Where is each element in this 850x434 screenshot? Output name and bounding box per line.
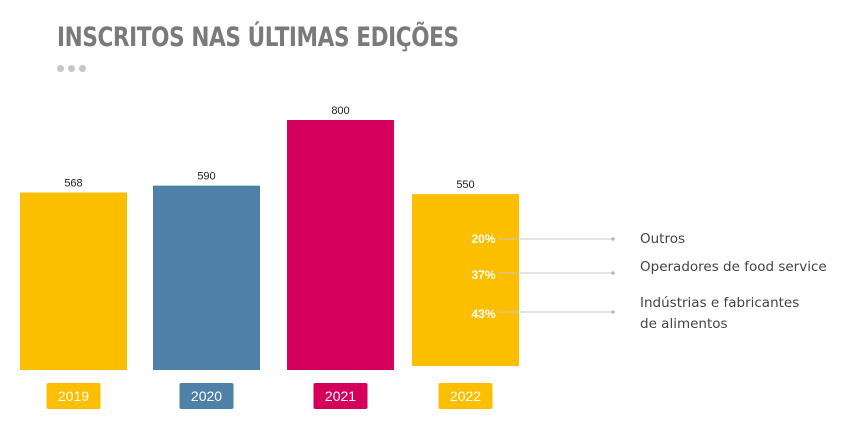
year-badge-2022 [438,383,493,409]
chart-title: INSCRITOS NAS ÚLTIMAS EDIÇÕES [57,22,459,53]
category-label-2021: 2021 [325,388,356,404]
percent-label: 37% [471,268,495,282]
decorative-dots [57,65,86,72]
value-label-2019: 568 [64,178,82,190]
year-badge-2020 [179,383,234,409]
category-label-2020: 2020 [191,388,222,404]
dot [68,65,75,72]
bar-2019 [20,192,127,370]
value-label-2022: 550 [456,179,474,191]
dot [79,65,86,72]
leader-dot [611,271,615,275]
segment-label: Indústrias e fabricantes de alimentos [640,295,799,332]
dot [57,65,64,72]
segment-label: Operadores de food service [640,259,827,275]
value-label-2020: 590 [197,171,215,183]
segment-label: Outros [640,231,685,247]
bar-2021 [287,120,394,370]
category-label-2019: 2019 [58,388,89,404]
category-label-2022: 2022 [450,388,481,404]
bar-2022 [412,194,519,366]
leader-dot [611,237,615,241]
year-badge-2019 [46,383,101,409]
year-badge-2021 [313,383,368,409]
percent-label: 43% [471,307,495,321]
bar-2020 [153,185,260,370]
value-label-2021: 800 [331,105,349,117]
leader-dot [611,310,615,314]
percent-label: 20% [471,232,495,246]
